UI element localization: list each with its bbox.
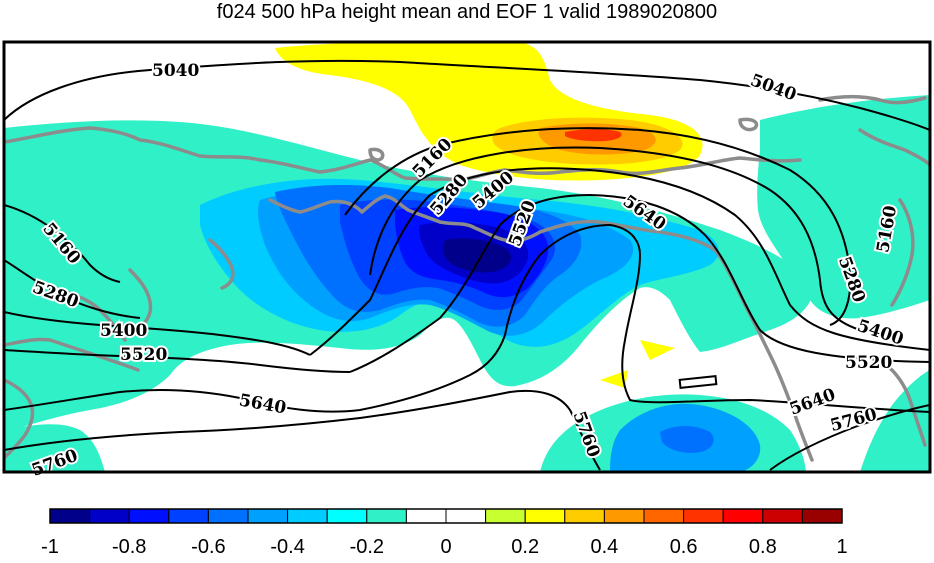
shade-yellow-patch-1 bbox=[640, 340, 675, 360]
colorbar-swatch bbox=[366, 508, 407, 524]
height-contours bbox=[4, 59, 930, 471]
shade-cyan-southwest bbox=[4, 424, 105, 472]
map-frame bbox=[2, 40, 932, 474]
contour-5520-b bbox=[349, 193, 930, 373]
colorbar-swatch bbox=[683, 508, 724, 524]
colorbar bbox=[49, 508, 843, 524]
colorbar-swatch bbox=[564, 508, 605, 524]
shade-cyan-southeast bbox=[860, 370, 930, 472]
contour-5160-b bbox=[344, 127, 852, 326]
colorbar-swatch bbox=[405, 508, 447, 524]
colorbar-swatch bbox=[207, 508, 249, 524]
colorbar-swatch bbox=[722, 508, 764, 524]
contour-label: 5040 bbox=[152, 61, 199, 81]
coastline-island-1 bbox=[368, 147, 385, 162]
coastline-north bbox=[4, 126, 507, 182]
colorbar-border bbox=[49, 508, 843, 524]
contour-5040 bbox=[4, 59, 930, 131]
contour-label: 5400 bbox=[100, 321, 147, 341]
coastline-east-4 bbox=[878, 358, 927, 447]
contour-label: 5160 bbox=[873, 204, 901, 254]
contour-5160-a bbox=[4, 204, 121, 283]
contour-5400-a bbox=[4, 311, 311, 356]
map-title: f024 500 hPa height mean and EOF 1 valid… bbox=[216, 1, 718, 23]
coastline-east-1 bbox=[818, 94, 927, 105]
contour-5760-b bbox=[769, 404, 930, 471]
shade-yellow-patch-2 bbox=[600, 370, 628, 388]
coastline-east-asia bbox=[4, 337, 140, 372]
coastline-west-3 bbox=[208, 238, 235, 290]
colorbar-swatch bbox=[762, 508, 803, 524]
shade-cyan-east bbox=[757, 95, 930, 319]
colorbar-swatch bbox=[445, 508, 487, 524]
colorbar-swatch bbox=[89, 508, 130, 524]
colorbar-swatch bbox=[247, 508, 289, 524]
colorbar-swatch bbox=[643, 508, 685, 524]
colorbar-swatch bbox=[485, 508, 526, 524]
colorbar-swatch bbox=[801, 508, 843, 524]
shade-blue-7 bbox=[443, 238, 512, 273]
contour-label: 5520 bbox=[845, 353, 892, 373]
shade-red bbox=[565, 129, 622, 142]
shade-blue-south-core bbox=[660, 426, 714, 453]
coastline-east-3 bbox=[890, 198, 915, 307]
colorbar-swatch bbox=[49, 508, 91, 524]
contour-5400-b bbox=[309, 167, 930, 356]
map-feature-box bbox=[678, 375, 718, 389]
colorbar-swatch bbox=[603, 508, 645, 524]
colorbar-swatch bbox=[287, 508, 328, 524]
contour-5280-b bbox=[369, 146, 861, 331]
colorbar-swatch bbox=[168, 508, 209, 524]
contour-5760-a bbox=[4, 389, 601, 471]
colorbar-swatch bbox=[326, 508, 368, 524]
coastline-kamchatka bbox=[268, 194, 542, 243]
contour-5640-a bbox=[4, 334, 506, 413]
coastline-siberia bbox=[503, 156, 802, 176]
contour-5520-a bbox=[4, 349, 351, 373]
coastline-west-2 bbox=[128, 268, 153, 327]
contour-label: 5520 bbox=[120, 345, 167, 365]
contour-5640-b bbox=[504, 223, 930, 413]
coastline-east-2 bbox=[858, 128, 930, 167]
coastline-island-2 bbox=[738, 117, 759, 132]
colorbar-swatch bbox=[524, 508, 566, 524]
colorbar-swatch bbox=[128, 508, 170, 524]
contour-5280-a bbox=[4, 259, 141, 319]
